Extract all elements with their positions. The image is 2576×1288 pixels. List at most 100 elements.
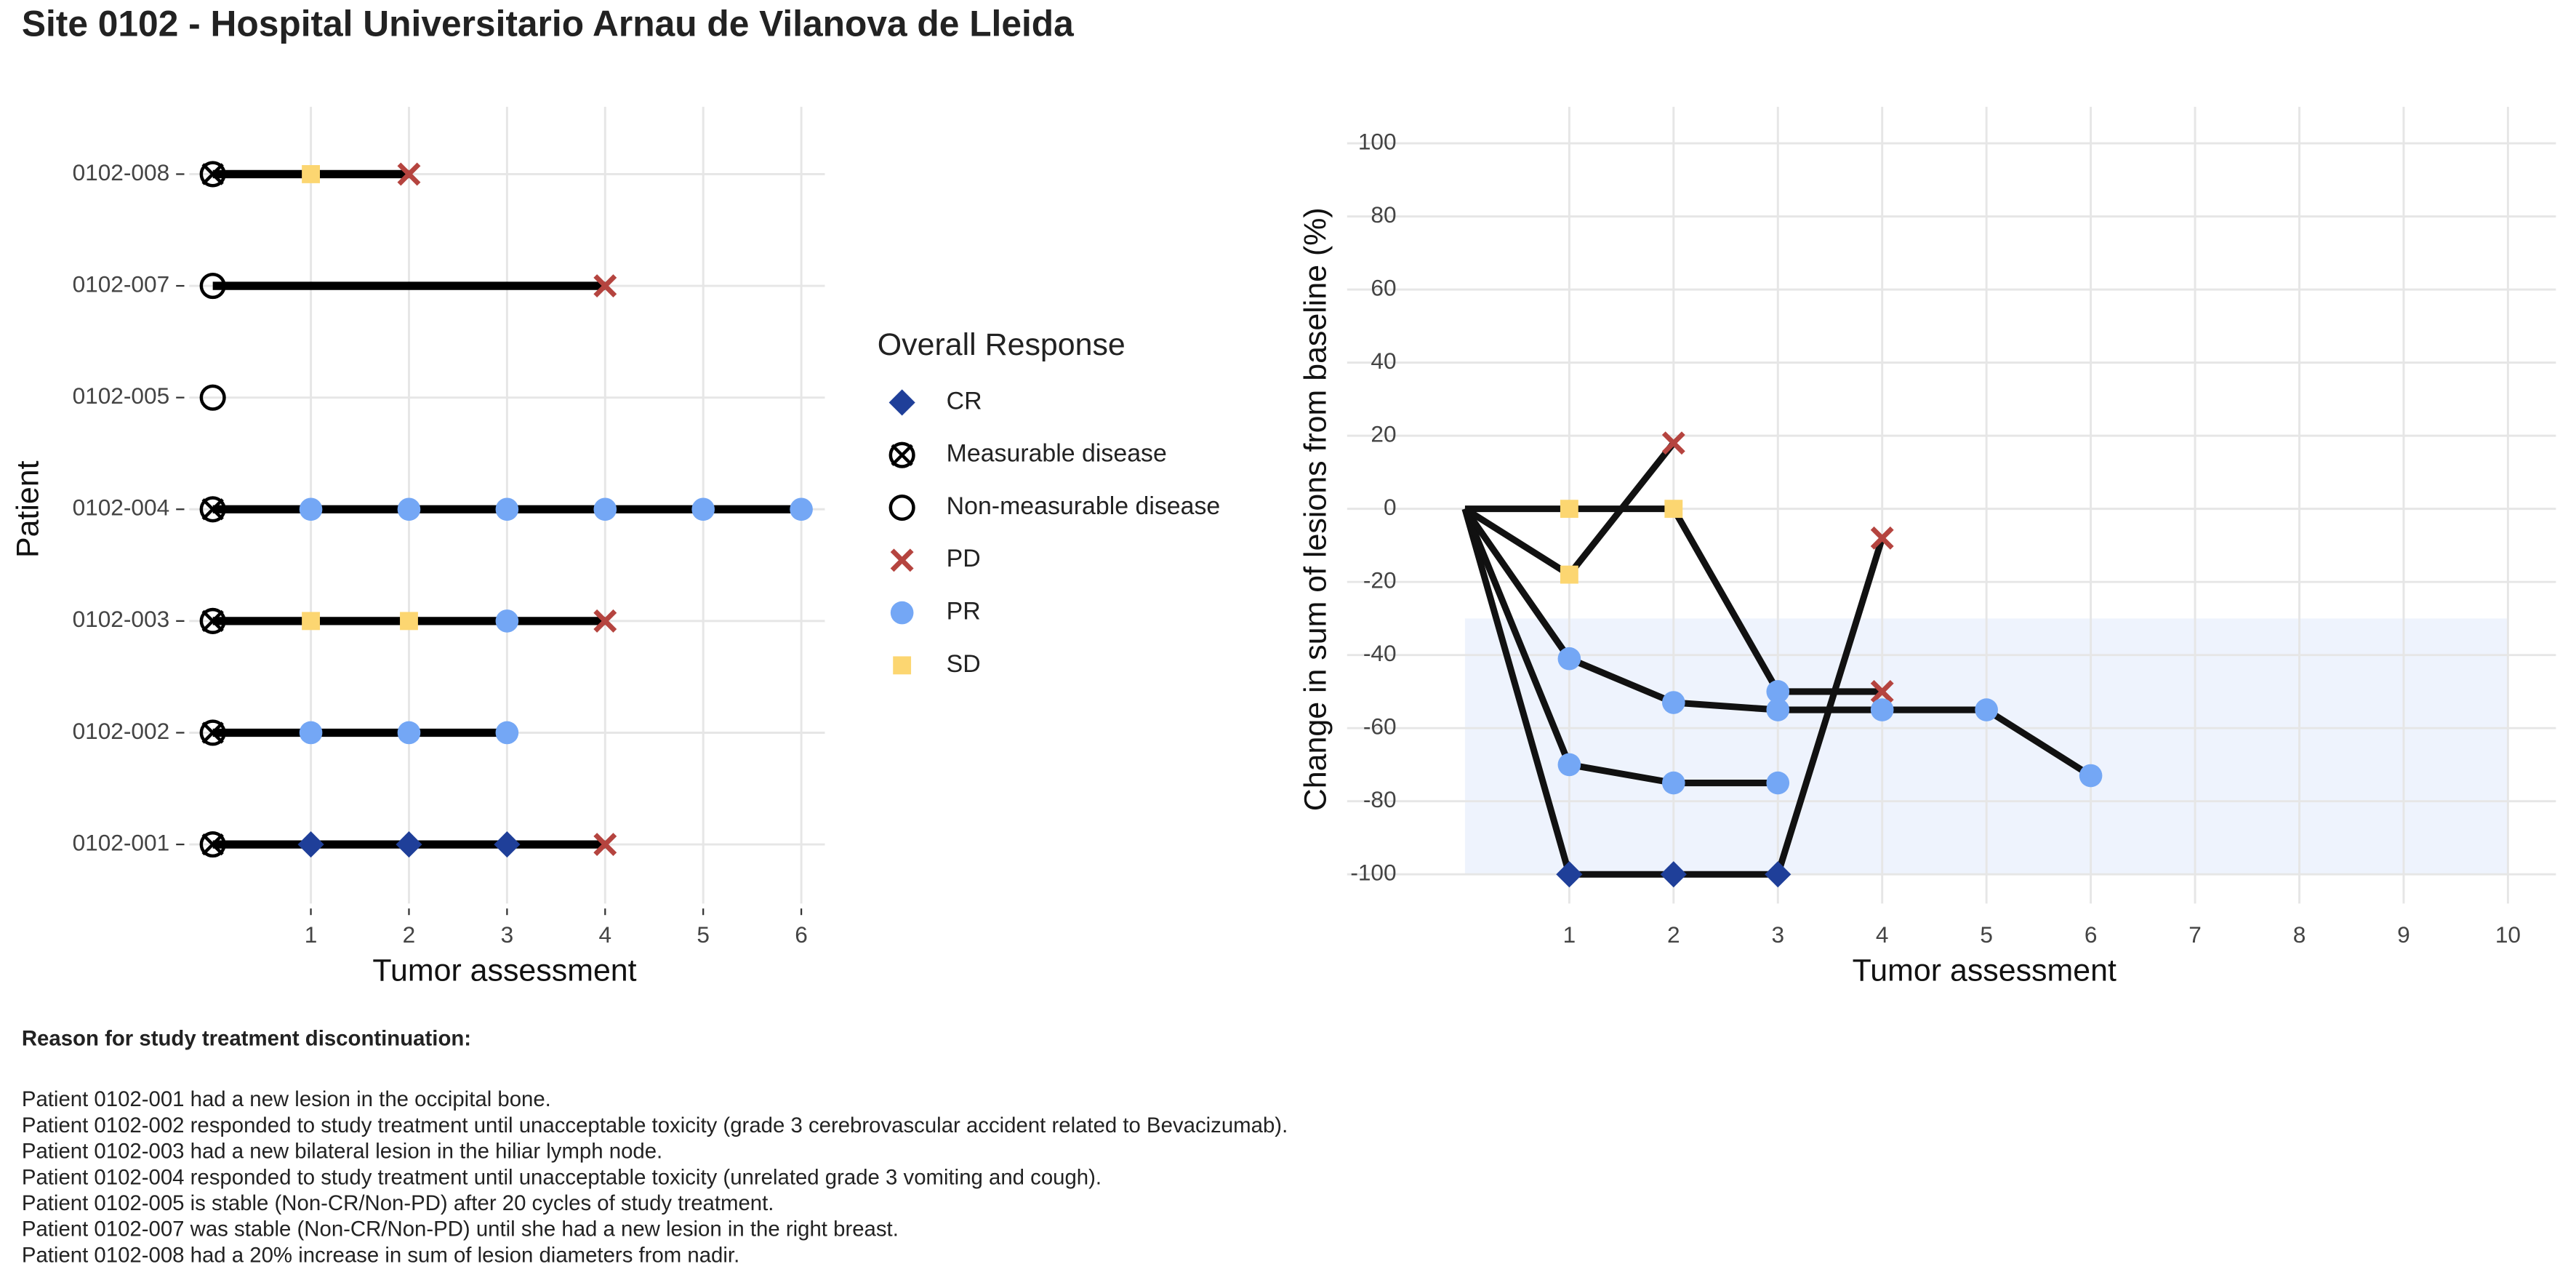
x-tick-label: 4: [1876, 921, 1889, 948]
dot: [495, 721, 519, 745]
y-tick-label: 0102-002: [73, 718, 170, 744]
note-line: Patient 0102-002 responded to study trea…: [22, 1113, 1288, 1137]
y-tick-label: 0102-008: [73, 159, 170, 185]
marker-x: [890, 548, 914, 572]
diamond: [494, 831, 521, 858]
square: [1664, 500, 1683, 519]
y-tick-label: -40: [1363, 640, 1397, 666]
dot: [1662, 771, 1685, 795]
note-line: Patient 0102-008 had a 20% increase in s…: [22, 1243, 739, 1267]
legend-label: CR: [947, 387, 982, 415]
x-tick-label: 7: [2188, 921, 2202, 948]
dot: [1766, 771, 1790, 795]
marker-diamond: [396, 831, 422, 858]
marker-x: [1870, 679, 1894, 703]
marker-circle: [890, 601, 914, 625]
cross: [593, 833, 617, 857]
legend-label: PD: [947, 545, 981, 572]
dot: [890, 601, 914, 625]
ring: [199, 384, 226, 411]
diamond: [396, 831, 422, 858]
marker-circle-x: [199, 719, 226, 746]
y-tick-label: 80: [1371, 201, 1396, 228]
marker-circle: [495, 721, 519, 745]
diamond: [297, 831, 324, 858]
dot: [299, 721, 323, 745]
marker-x: [1661, 431, 1685, 455]
marker-x: [1870, 526, 1894, 550]
y-tick-label: 20: [1371, 420, 1396, 447]
square: [893, 656, 912, 675]
marker-square: [302, 165, 320, 183]
dot: [1870, 698, 1894, 721]
marker-square: [302, 612, 320, 631]
x-axis-title: Tumor assessment: [1853, 953, 2116, 988]
y-tick-label: 0102-001: [73, 829, 170, 855]
ring: [199, 161, 226, 188]
marker-circle: [691, 497, 715, 521]
notes-heading: Reason for study treatment discontinuati…: [22, 1027, 471, 1051]
ring: [888, 441, 915, 468]
ring: [199, 607, 226, 634]
x-tick-label: 6: [795, 921, 808, 948]
note-line: Patient 0102-004 responded to study trea…: [22, 1165, 1102, 1189]
y-tick-label: -20: [1363, 567, 1397, 593]
note-line: Patient 0102-007 was stable (Non-CR/Non-…: [22, 1217, 899, 1241]
marker-diamond: [888, 389, 915, 416]
marker-square: [1664, 500, 1683, 519]
legend-label: SD: [947, 650, 981, 678]
marker-square: [1560, 500, 1578, 519]
marker-circle: [495, 497, 519, 521]
marker-circle-x: [199, 161, 226, 188]
marker-circle-open: [199, 272, 226, 300]
square: [302, 165, 320, 183]
dot: [299, 497, 323, 521]
y-tick-label: -60: [1363, 713, 1397, 740]
cross: [201, 721, 224, 744]
marker-circle: [1766, 680, 1790, 703]
x-tick-label: 3: [501, 921, 514, 948]
marker-x: [397, 162, 421, 186]
dot: [593, 497, 617, 521]
marker-circle: [1662, 691, 1685, 714]
title: Site 0102 - Hospital Universitario Arnau…: [22, 3, 1074, 44]
dot: [691, 497, 715, 521]
note-line: Patient 0102-003 had a new bilateral les…: [22, 1140, 662, 1164]
x-tick-label: 5: [1980, 921, 1993, 948]
marker-x: [593, 833, 617, 857]
marker-circle: [593, 497, 617, 521]
marker-x: [593, 609, 617, 633]
marker-circle: [1557, 753, 1581, 777]
x-tick-label: 2: [403, 921, 416, 948]
y-tick-label: 0102-007: [73, 271, 170, 297]
marker-circle: [1662, 771, 1685, 795]
marker-circle-open: [199, 384, 226, 411]
marker-square: [400, 612, 418, 631]
marker-square: [893, 656, 912, 675]
x-axis-title: Tumor assessment: [372, 953, 636, 988]
marker-circle-x: [888, 441, 915, 468]
y-axis-title: Change in sum of lesions from baseline (…: [1298, 207, 1333, 811]
marker-diamond: [494, 831, 521, 858]
dot: [1975, 698, 1998, 721]
x-tick-label: 2: [1667, 921, 1680, 948]
ring: [199, 831, 226, 858]
dot: [495, 497, 519, 521]
ring: [199, 719, 226, 746]
cross: [201, 163, 224, 185]
x-tick-label: 6: [2085, 921, 2098, 948]
patient-line: [1461, 507, 1778, 787]
marker-x: [593, 274, 617, 298]
marker-circle-x: [199, 831, 226, 858]
cross: [890, 548, 914, 572]
legend-title: Overall Response: [878, 327, 1126, 362]
square: [1560, 565, 1578, 584]
x-tick-label: 4: [598, 921, 611, 948]
y-tick-label: 100: [1358, 128, 1397, 154]
y-tick-label: 0: [1384, 494, 1397, 520]
legend-label: Non-measurable disease: [947, 492, 1221, 520]
marker-circle: [1870, 698, 1894, 721]
dot: [1662, 691, 1685, 714]
